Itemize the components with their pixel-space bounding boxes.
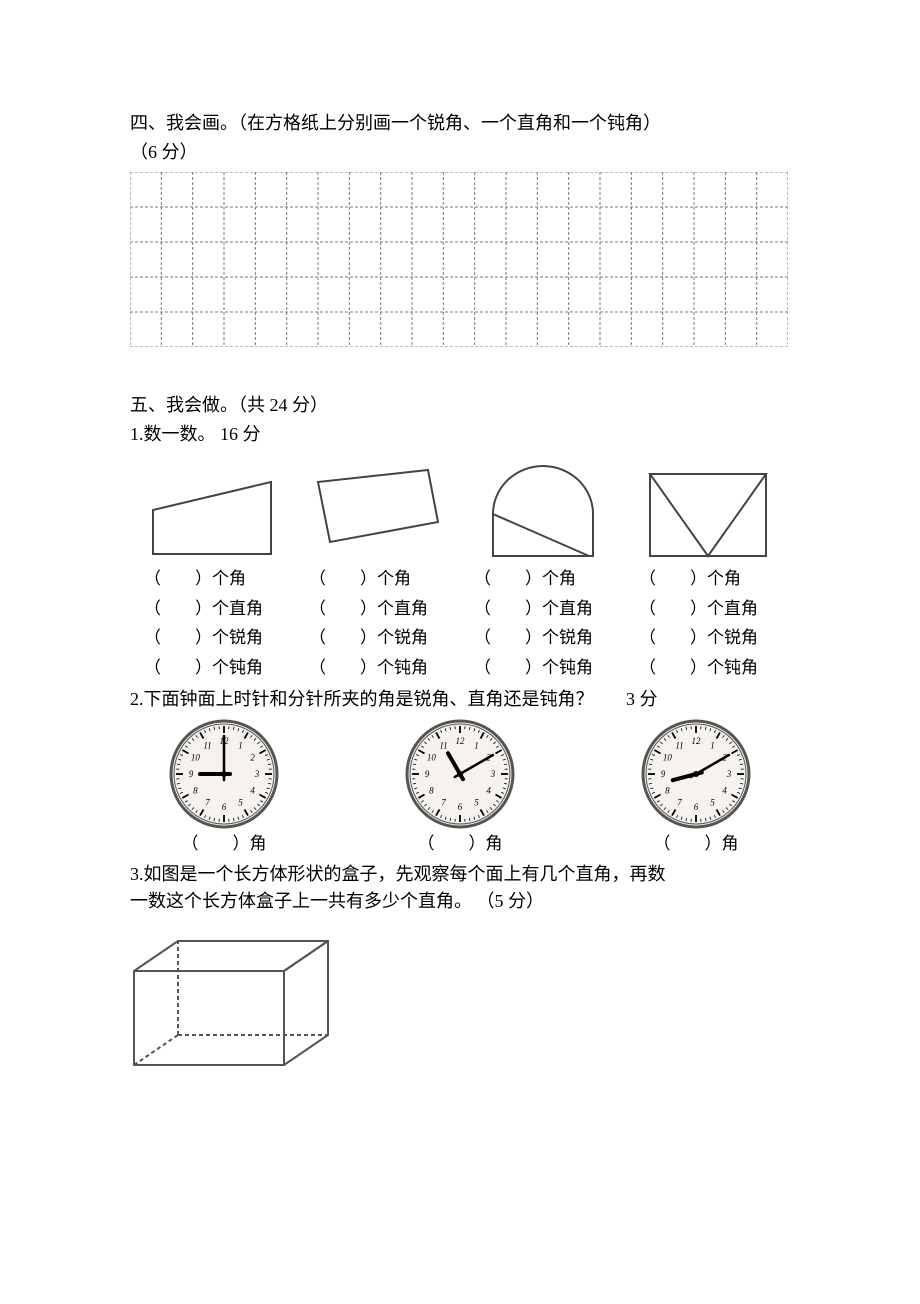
svg-text:6: 6 [222,802,227,812]
svg-text:11: 11 [439,740,447,750]
svg-text:12: 12 [692,736,702,746]
clock-blank-0[interactable]: （ ）角 [182,831,267,857]
svg-text:4: 4 [722,786,727,796]
angle-blank[interactable]: （ ）个直角 [144,596,263,622]
section5-title: 五、我会做。（共 24 分） [130,392,790,419]
svg-text:6: 6 [694,802,699,812]
svg-text:7: 7 [677,798,682,808]
clock-0: 123456789101112 [169,719,279,829]
svg-text:9: 9 [189,769,194,779]
svg-text:3: 3 [490,769,496,779]
clocks-row: 123456789101112 （ ）角 123456789101112 （ ）… [130,719,790,857]
angle-blank[interactable]: （ ）个锐角 [474,625,593,651]
svg-text:12: 12 [456,736,466,746]
q3-line2: 一数这个长方体盒子上一共有多少个直角。 （5 分） [130,888,790,915]
q3: 3.如图是一个长方体形状的盒子，先观察每个面上有几个直角，再数 一数这个长方体盒… [130,861,790,915]
svg-text:11: 11 [675,740,683,750]
clock-blank-1[interactable]: （ ）角 [418,831,503,857]
angle-blank[interactable]: （ ）个直角 [639,596,758,622]
svg-text:4: 4 [250,786,255,796]
shape-2 [473,454,613,564]
svg-text:5: 5 [238,798,243,808]
svg-text:11: 11 [203,740,211,750]
angle-blank[interactable]: （ ）个角 [639,566,741,592]
svg-text:9: 9 [425,769,430,779]
svg-text:7: 7 [205,798,210,808]
svg-text:10: 10 [191,753,201,763]
svg-text:2: 2 [250,753,255,763]
shape-3 [638,454,778,564]
angle-blank[interactable]: （ ）个角 [474,566,576,592]
svg-text:1: 1 [474,740,479,750]
svg-text:1: 1 [710,740,715,750]
svg-text:7: 7 [441,798,446,808]
angle-blank[interactable]: （ ）个锐角 [639,625,758,651]
q1-text: 1.数一数。 16 分 [130,421,790,448]
section4-points: （6 分） [130,139,790,166]
shape-1 [308,454,448,564]
angle-blank[interactable]: （ ）个角 [144,566,246,592]
svg-text:10: 10 [427,753,437,763]
svg-text:4: 4 [486,786,491,796]
angle-blank[interactable]: （ ）个直角 [309,596,428,622]
svg-text:9: 9 [661,769,666,779]
svg-text:10: 10 [663,753,673,763]
q2-text-content: 2.下面钟面上时针和分针所夹的角是锐角、直角还是钝角？ [130,689,594,709]
svg-text:3: 3 [254,769,260,779]
q3-line1: 3.如图是一个长方体形状的盒子，先观察每个面上有几个直角，再数 [130,861,790,888]
angle-blank[interactable]: （ ）个角 [309,566,411,592]
section4-title: 四、我会画。（在方格纸上分别画一个锐角、一个直角和一个钝角） [130,110,790,137]
angle-blank[interactable]: （ ）个钝角 [639,655,758,681]
svg-text:8: 8 [429,786,434,796]
svg-text:1: 1 [238,740,243,750]
shape-0 [143,454,283,564]
angle-blank[interactable]: （ ）个钝角 [309,655,428,681]
clock-1: 123456789101112 [405,719,515,829]
shapes-row [130,454,790,564]
svg-text:5: 5 [474,798,479,808]
angle-blank[interactable]: （ ）个直角 [474,596,593,622]
angle-blank[interactable]: （ ）个钝角 [474,655,593,681]
svg-text:8: 8 [193,786,198,796]
svg-text:5: 5 [710,798,715,808]
svg-text:6: 6 [458,802,463,812]
drawing-grid [130,172,790,352]
q2-points: 3 分 [626,689,658,709]
angle-blank[interactable]: （ ）个锐角 [144,625,263,651]
angle-blank[interactable]: （ ）个锐角 [309,625,428,651]
cuboid-figure [130,937,790,1095]
angle-blank[interactable]: （ ）个钝角 [144,655,263,681]
q2-text: 2.下面钟面上时针和分针所夹的角是锐角、直角还是钝角？ 3 分 [130,686,790,713]
clock-2: 123456789101112 [641,719,751,829]
clock-blank-2[interactable]: （ ）角 [654,831,739,857]
svg-text:8: 8 [665,786,670,796]
svg-text:3: 3 [726,769,732,779]
